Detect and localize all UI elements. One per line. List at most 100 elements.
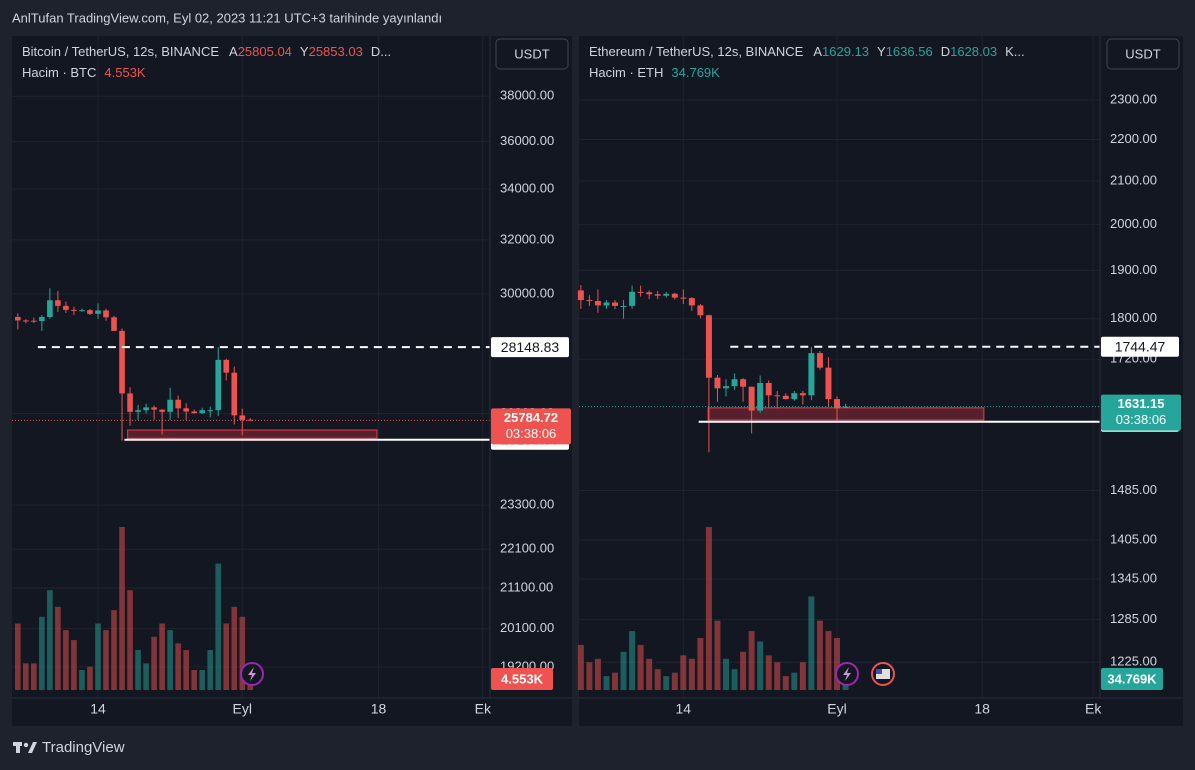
volume-bar	[55, 606, 61, 690]
candle-body	[782, 395, 789, 400]
currency-button[interactable]	[495, 38, 569, 70]
ohlc-key: A	[229, 44, 238, 59]
volume-bar	[731, 669, 738, 690]
volume-bar	[740, 651, 747, 690]
candle-body	[731, 379, 738, 387]
ohlc-key: A	[813, 44, 822, 59]
price-axis	[490, 36, 572, 698]
candle-body	[799, 393, 806, 396]
symbol-title: Ethereum / TetherUS, 12s, BINANCE	[589, 44, 804, 59]
volume-bar	[577, 644, 584, 690]
candle-body	[87, 310, 93, 314]
candle-body	[612, 302, 618, 306]
ohlc-value: 1636.56	[886, 44, 933, 59]
volume-bar	[757, 641, 764, 690]
volume-bar	[191, 670, 197, 690]
volume-bar	[87, 666, 93, 690]
volume-bar	[207, 650, 214, 690]
volume-bar	[646, 658, 653, 690]
candle-body	[629, 291, 636, 306]
x-tick-label: 14	[90, 701, 106, 717]
candle-body	[654, 294, 661, 296]
candle-body	[757, 382, 764, 411]
volume-title: Hacim · BTC	[22, 65, 96, 80]
volume-bar	[765, 655, 772, 690]
zone	[127, 429, 378, 439]
volume-bar	[629, 631, 636, 690]
volume-bar	[79, 670, 85, 690]
brand-logo	[13, 742, 37, 753]
volume-bar	[183, 650, 189, 690]
price-axis	[1100, 36, 1183, 698]
y-tick-label: 2200.00	[1110, 131, 1157, 146]
volume-bar	[834, 637, 840, 690]
volume-bar	[782, 676, 789, 690]
candle-body	[95, 310, 101, 314]
volume-bar	[714, 620, 721, 690]
bolt	[248, 667, 256, 681]
volume-bar	[199, 670, 206, 690]
y-tick-label: 2100.00	[1110, 173, 1157, 188]
candle-body	[15, 316, 21, 321]
candle-body	[825, 367, 832, 400]
candle-body	[23, 320, 29, 322]
volume-bar	[47, 590, 53, 690]
candle-body	[740, 379, 747, 387]
volume-bar	[688, 658, 695, 690]
candle-body	[215, 359, 222, 411]
y-tick-label: 34000.00	[500, 181, 554, 196]
volume-bar	[774, 662, 781, 690]
volume-bar	[63, 630, 69, 690]
candle-body	[159, 409, 165, 412]
volume-axis-label: 4.553K	[501, 671, 544, 686]
x-tick-label: 18	[974, 701, 990, 717]
volume-bar	[175, 643, 181, 690]
volume-bar	[119, 527, 125, 690]
pane	[579, 36, 1183, 726]
currency-label[interactable]: USDT	[1125, 46, 1160, 61]
candle-body	[594, 301, 601, 306]
candle-body	[714, 377, 721, 389]
volume-bar	[167, 630, 173, 690]
candle-body	[586, 300, 593, 302]
last-price-box	[1101, 394, 1181, 431]
candle-body	[167, 399, 173, 412]
bolt	[843, 667, 851, 681]
y-tick-label: 23300.00	[500, 497, 554, 512]
volume-bar	[637, 644, 644, 690]
candle-body	[47, 300, 53, 317]
candle-body	[239, 415, 246, 420]
y-tick-label: 2000.00	[1110, 216, 1157, 231]
candle-body	[191, 411, 197, 414]
ohlc-key: K...	[1005, 44, 1025, 59]
candle-body	[671, 293, 678, 298]
volume-bar	[612, 672, 618, 690]
publish-title: AnlTufan TradingView.com, Eyl 02, 2023 1…	[12, 10, 442, 25]
volume-bar	[39, 616, 45, 690]
y-tick-label: 38000.00	[500, 88, 554, 103]
volume-label-box	[1101, 668, 1163, 690]
volume-bar	[697, 637, 704, 690]
volume-bar	[223, 623, 230, 690]
candle-body	[705, 315, 712, 378]
candle-body	[79, 310, 85, 312]
flag	[876, 669, 882, 674]
level-label: 1744.47	[1115, 338, 1166, 354]
volume-axis-label: 34.769K	[1107, 671, 1157, 686]
y-tick-label: 1345.00	[1110, 570, 1157, 585]
currency-button[interactable]	[1106, 38, 1180, 70]
x-tick-label: Ek	[1085, 701, 1102, 717]
currency-label[interactable]: USDT	[514, 46, 549, 61]
ohlc-key: D	[941, 44, 950, 59]
candle-body	[183, 408, 189, 412]
candle-body	[119, 330, 125, 394]
ohlc-value: 25805.04	[238, 44, 292, 59]
candle-body	[127, 393, 133, 412]
candle-body	[697, 305, 704, 316]
y-tick-label: 36000.00	[500, 133, 554, 148]
candle-body	[603, 302, 610, 306]
candle-body	[31, 320, 37, 322]
volume-bar	[603, 676, 610, 690]
volume-bar	[31, 663, 37, 690]
